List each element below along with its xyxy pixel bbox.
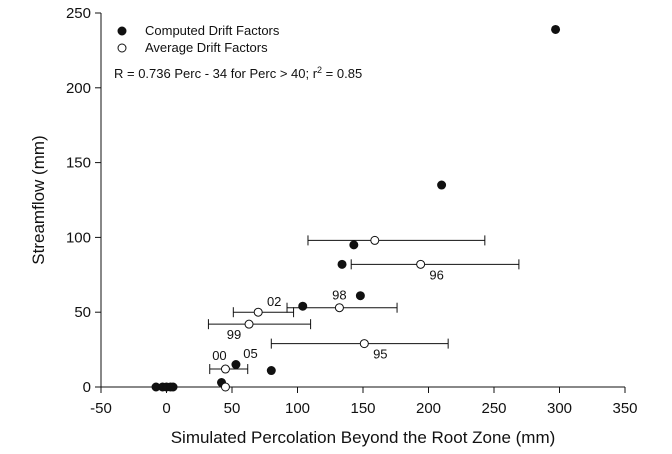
computed-drift-point [551,24,561,34]
point-label: 05 [243,346,257,361]
legend-label: Computed Drift Factors [145,23,280,38]
x-tick-label: 250 [481,400,506,417]
x-axis-label: Simulated Percolation Beyond the Root Zo… [171,428,556,447]
legend-marker [117,26,127,36]
computed-drift-point [266,366,276,376]
y-tick-label: 100 [66,229,91,246]
data-point-group [151,24,561,392]
x-tick-label: 200 [416,400,441,417]
average-drift-point [416,259,426,269]
computed-drift-point [337,259,347,269]
y-tick-label: 200 [66,80,91,97]
average-drift-point [244,319,254,329]
x-tick-label: 50 [224,400,241,417]
point-label: 96 [429,267,443,282]
y-tick-label: 250 [66,5,91,22]
x-tick-label: 0 [162,400,170,417]
x-tick-label: 300 [547,400,572,417]
annotation-text: = 0.85 [322,66,362,81]
computed-drift-point [437,180,447,190]
point-label: 00 [212,348,226,363]
legend: Computed Drift Factors Average Drift Fact… [117,23,280,55]
average-drift-point [359,339,369,349]
average-drift-point [253,307,263,317]
point-label: 02 [267,294,281,309]
x-tick-label: 100 [285,400,310,417]
x-tick-label: -50 [90,400,112,417]
computed-drift-point [168,382,178,392]
legend-marker [117,43,127,53]
annotation-text: R = 0.736 Perc - 34 for Perc > 40; r [114,66,318,81]
computed-drift-point [231,360,241,370]
y-axis-label: Streamflow (mm) [29,135,48,264]
average-drift-point [370,235,380,245]
point-label: 99 [227,327,241,342]
regression-annotation: R = 0.736 Perc - 34 for Perc > 40; r2 = … [114,65,362,81]
computed-drift-point [355,291,365,301]
y-tick-label: 0 [83,379,91,396]
point-label: 98 [332,288,346,303]
y-tick-label: 50 [74,304,91,321]
x-tick-label: 350 [612,400,637,417]
y-tick-label: 150 [66,155,91,172]
x-tick-label: 150 [350,400,375,417]
point-label: 95 [373,347,387,362]
error-bar-group [207,235,520,375]
computed-drift-point [349,240,359,250]
average-drift-point [220,382,230,392]
legend-label: Average Drift Factors [145,40,268,55]
annotation-superscript: 2 [317,65,322,75]
average-drift-point [220,364,230,374]
computed-drift-point [298,301,308,311]
average-drift-point [334,303,344,313]
